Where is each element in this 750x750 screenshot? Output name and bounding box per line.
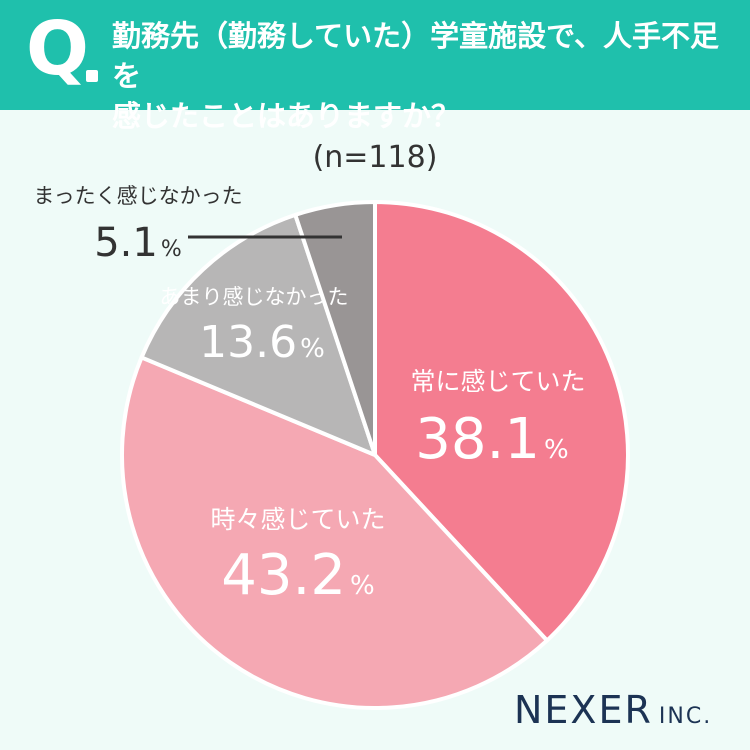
question-line-2: 感じたことはありますか？ [112, 99, 461, 133]
slice-value-always-number: 38.1 [415, 407, 540, 472]
question-text: 勤務先（勤務していた）学童施設で、人手不足を 感じたことはありますか？ [112, 16, 732, 136]
slice-value-always: 38.1% [415, 407, 568, 472]
slice-value-rarely: 13.6% [199, 317, 325, 368]
slice-label-always: 常に感じていた [410, 367, 585, 396]
slice-value-sometimes-unit: % [350, 571, 375, 601]
slice-value-never: 5.1% [94, 220, 182, 266]
slice-value-sometimes: 43.2% [221, 543, 374, 608]
slice-value-rarely-number: 13.6 [199, 317, 297, 368]
pie-slice-sometimes [120, 355, 550, 710]
company-logo: NEXER INC. [514, 688, 712, 732]
slice-label-rarely: あまり感じなかった [160, 285, 349, 309]
question-mark-dot [86, 70, 98, 82]
slice-value-never-unit: % [161, 237, 182, 262]
sample-size-label: (n=118) [313, 140, 438, 175]
logo-name: NEXER [514, 688, 653, 732]
pie-slices [120, 200, 630, 710]
question-header: Q 勤務先（勤務していた）学童施設で、人手不足を 感じたことはありますか？ [0, 0, 750, 133]
logo-suffix: INC. [658, 704, 713, 729]
slice-label-sometimes: 時々感じていた [210, 505, 385, 534]
slice-label-never: まったく感じなかった [33, 184, 242, 208]
pie-slice-never [293, 200, 377, 457]
slice-value-always-unit: % [544, 435, 569, 465]
question-line-1: 勤務先（勤務していた）学童施設で、人手不足を [112, 19, 719, 93]
slice-value-sometimes-number: 43.2 [221, 543, 346, 608]
slice-value-never-number: 5.1 [94, 220, 158, 266]
pie-slice-rarely [139, 212, 377, 457]
pie-slice-always [373, 200, 630, 643]
slice-value-rarely-unit: % [300, 334, 325, 364]
question-mark: Q [26, 6, 89, 92]
